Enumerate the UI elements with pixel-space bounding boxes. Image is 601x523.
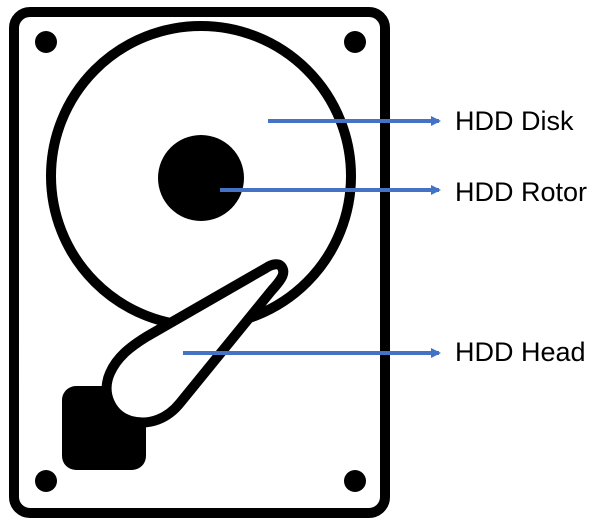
hdd-rotor — [158, 135, 244, 221]
screw-top-right-icon — [344, 31, 366, 53]
label-hdd-disk: HDD Disk — [455, 106, 574, 136]
hdd-head — [101, 259, 289, 428]
screw-bottom-right-icon — [344, 470, 366, 492]
drive-casing — [9, 7, 390, 518]
screw-bottom-left-icon — [35, 470, 57, 492]
screw-top-left-icon — [35, 31, 57, 53]
label-hdd-rotor: HDD Rotor — [455, 177, 588, 207]
label-hdd-head: HDD Head — [455, 337, 586, 367]
